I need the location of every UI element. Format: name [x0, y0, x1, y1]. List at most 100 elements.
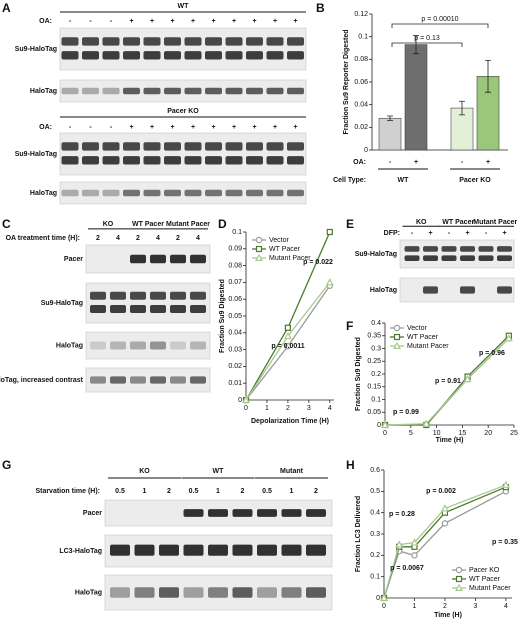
condition: -: [89, 124, 92, 131]
y-tick-label: 0.05: [228, 313, 242, 320]
band: [159, 544, 179, 556]
condition: +: [273, 124, 277, 131]
condition: 2: [176, 235, 180, 242]
band: [130, 291, 146, 300]
data-point: [241, 395, 251, 403]
row-label: Su9-HaloTag: [41, 300, 83, 307]
condition: -: [110, 124, 113, 131]
condition: 1: [143, 488, 147, 495]
data-point: [395, 540, 404, 548]
y-tick-label: 0.4: [371, 320, 381, 327]
category-label: -: [389, 159, 392, 166]
row-label: HaloTag: [370, 287, 397, 294]
data-point: [284, 324, 292, 331]
legend-marker: [255, 236, 263, 244]
band: [205, 51, 222, 60]
band: [183, 587, 204, 598]
band: [61, 51, 79, 60]
row-label: HaloTag: [30, 88, 57, 95]
band: [164, 87, 181, 95]
band: [110, 305, 126, 313]
band: [102, 87, 120, 95]
band: [208, 509, 228, 517]
group-label: KO: [139, 468, 150, 475]
condition: +: [129, 18, 133, 25]
band: [90, 305, 106, 313]
data-point: [422, 419, 431, 427]
annotation: p = 0.99: [393, 409, 419, 416]
blot-image: [85, 244, 211, 274]
y-tick-label: 0.05: [367, 409, 381, 416]
band: [205, 156, 222, 165]
y-tick-label: 0.04: [228, 330, 242, 337]
band: [184, 51, 202, 60]
y-tick-label: 0.01: [228, 380, 242, 387]
panel-letter: C: [2, 217, 11, 231]
x-tick-label: 2: [286, 405, 290, 412]
band: [257, 587, 277, 598]
band: [170, 291, 186, 300]
band: [246, 156, 263, 165]
band: [143, 142, 161, 151]
band: [123, 189, 140, 197]
row-label: HaloTag: [75, 589, 102, 596]
y-tick-label: 0.06: [228, 296, 242, 303]
band: [441, 246, 457, 252]
series-line: [384, 337, 510, 426]
band: [266, 37, 284, 46]
y-axis-label: Fraction Su9 Digested: [355, 337, 362, 411]
x-tick-label: 25: [510, 430, 518, 437]
group-label: WT Pacer: [132, 221, 164, 228]
band: [266, 87, 284, 95]
annotation: p = 0.28: [389, 511, 415, 518]
y-tick-label: 0.1: [232, 229, 242, 236]
section-title: Pacer KO: [167, 108, 199, 115]
condition: 4: [116, 235, 120, 242]
annotation: p = 0.0011: [271, 343, 304, 350]
condition: +: [170, 124, 174, 131]
band: [225, 189, 243, 197]
annotation: p = 0.002: [426, 488, 456, 495]
condition: -: [448, 230, 451, 237]
band: [404, 246, 420, 252]
band: [143, 156, 161, 165]
condition-label: Starvation time (H):: [35, 488, 100, 495]
x-tick-label: 3: [307, 405, 311, 412]
band: [164, 142, 181, 151]
band: [159, 587, 179, 598]
legend-label: Mutant Pacer: [469, 585, 511, 592]
error-bar: [485, 60, 491, 93]
blot-image: [85, 367, 211, 393]
band: [478, 255, 494, 261]
x-tick-label: 1: [413, 603, 417, 610]
legend-label: WT Pacer: [269, 246, 301, 253]
error-bar: [459, 100, 465, 116]
y-tick-label: 0.5: [370, 488, 380, 495]
legend-label: Vector: [269, 237, 290, 244]
y-tick-label: 0.03: [228, 346, 242, 353]
row-label: Su9-HaloTag: [355, 251, 397, 258]
condition: -: [411, 230, 414, 237]
row-label: HaloTag: [56, 342, 83, 349]
band: [497, 286, 512, 294]
y-tick-label: 0.08: [228, 262, 242, 269]
band: [102, 37, 120, 46]
significance-bracket: [391, 23, 489, 28]
annotation: p = 0.96: [479, 350, 505, 357]
band: [143, 51, 161, 60]
band: [225, 87, 243, 95]
group-label: WT Pacer: [442, 219, 474, 226]
condition: 2: [241, 488, 245, 495]
band: [61, 142, 79, 151]
legend-marker: [393, 324, 401, 332]
band: [102, 142, 120, 151]
band: [306, 509, 326, 517]
band: [246, 37, 263, 46]
legend-marker: [255, 245, 263, 253]
annotation: p = 0.022: [303, 259, 333, 266]
legend-marker: [254, 253, 264, 261]
row-label: Pacer: [83, 510, 102, 517]
category-label: -: [461, 159, 464, 166]
band: [306, 587, 326, 598]
data-point: [504, 334, 513, 342]
